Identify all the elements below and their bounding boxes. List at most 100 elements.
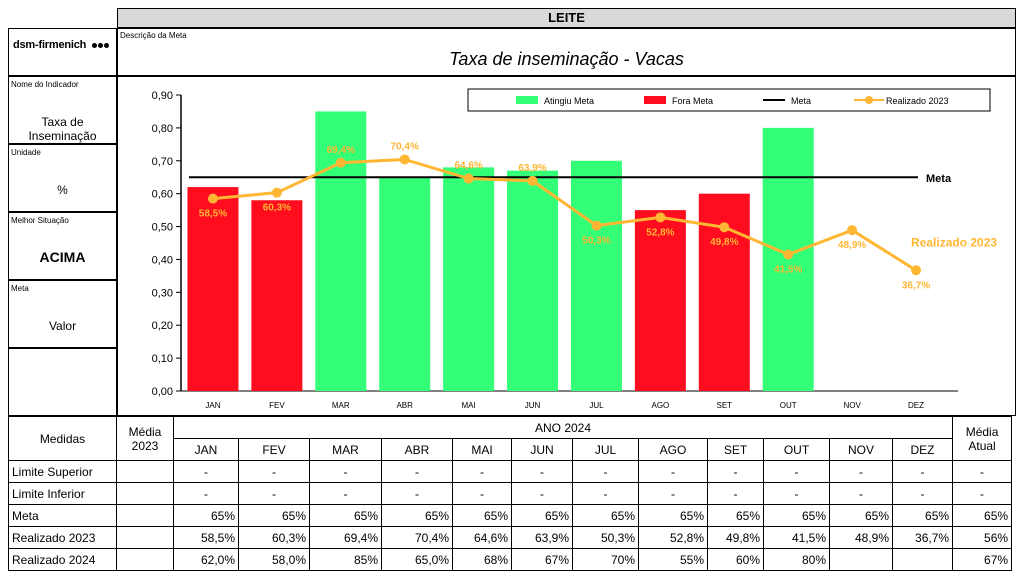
value-cell: - — [891, 460, 954, 483]
month-header: JAN — [173, 438, 239, 461]
current-avg-cell: - — [952, 460, 1013, 483]
value-cell: 70% — [572, 548, 639, 571]
value-cell: - — [511, 482, 573, 505]
realizado-data-label: 49,8% — [710, 237, 738, 248]
company-logo: dsm-firmenich — [8, 28, 117, 76]
side-empty-box — [8, 348, 117, 416]
legend-item-label: Atingiu Meta — [544, 96, 594, 106]
goal-description-title: Taxa de inseminação - Vacas — [449, 49, 684, 69]
value-cell: 65% — [452, 504, 512, 527]
best-situation-value: ACIMA — [39, 249, 86, 265]
row-label: Realizado 2023 — [8, 526, 117, 549]
unit-box: Unidade% — [8, 144, 117, 212]
value-cell: 65% — [511, 504, 573, 527]
logo-text: dsm-firmenich — [13, 39, 87, 51]
month-header: FEV — [238, 438, 310, 461]
y-tick-label: 0,50 — [152, 222, 173, 234]
realizado-data-label: 63,9% — [518, 163, 546, 174]
realizado-2023-line — [212, 157, 917, 272]
y-tick-label: 0,90 — [152, 90, 173, 102]
bar-line-chart: 0,00 0,10 0,20 0,30 0,40 0,50 0,60 0,70 0,80 0,90… — [152, 88, 997, 410]
realizado-data-label: 50,3% — [582, 236, 610, 247]
unit-label: Unidade — [11, 148, 41, 157]
value-cell: 62,0% — [173, 548, 239, 571]
value-cell: - — [173, 482, 239, 505]
bar-abr — [379, 177, 431, 391]
value-cell: 80% — [763, 548, 830, 571]
table-row: Limite Inferior - - - - - - - - - - - - - — [8, 482, 1013, 505]
value-cell: - — [309, 482, 382, 505]
goal-box: Meta Valor — [8, 280, 117, 348]
value-cell: 65% — [238, 504, 310, 527]
value-cell: - — [381, 482, 453, 505]
value-cell: - — [511, 460, 573, 483]
measures-header: Medidas — [8, 416, 117, 461]
x-tick-label: MAI — [462, 401, 476, 410]
realizado-point — [719, 222, 730, 233]
realizado-point — [399, 154, 410, 165]
avg-2023-cell — [116, 504, 174, 527]
month-header: JUL — [572, 438, 639, 461]
bar-mai — [443, 167, 495, 391]
value-cell: - — [238, 482, 310, 505]
row-label: Limite Superior — [8, 460, 117, 483]
value-cell: - — [891, 482, 954, 505]
y-tick-label: 0,80 — [152, 123, 173, 135]
realizado-point — [911, 265, 922, 276]
legend-box — [467, 88, 991, 112]
y-tick-label: 0,30 — [152, 287, 173, 299]
month-header: DEZ — [891, 438, 954, 461]
x-tick-label: AGO — [651, 401, 669, 410]
goal-description-box: Descrição da Meta Taxa de inseminação - … — [117, 28, 1016, 76]
indicator-name-value: Taxa de Inseminação — [28, 115, 97, 143]
value-cell — [891, 548, 954, 571]
legend-marker — [865, 96, 873, 104]
current-avg-cell: - — [952, 482, 1013, 505]
realizado-point — [591, 220, 602, 231]
value-cell: 65% — [638, 504, 708, 527]
value-cell: 64,6% — [452, 526, 512, 549]
unit-value: % — [57, 183, 68, 197]
value-cell: - — [173, 460, 239, 483]
goal-label: Meta — [11, 284, 29, 293]
avg-2023-cell — [116, 482, 174, 505]
year-header: ANO 2024 — [172, 416, 954, 439]
month-header: AGO — [638, 438, 708, 461]
value-cell: 50,3% — [572, 526, 639, 549]
value-cell: 36,7% — [891, 526, 954, 549]
value-cell: - — [572, 482, 639, 505]
bar-fev — [251, 200, 303, 391]
avg-2023-cell — [116, 548, 174, 571]
value-cell: 60% — [707, 548, 764, 571]
realizado-point — [655, 212, 666, 223]
best-situation-box: Melhor Situação ACIMA — [8, 212, 117, 280]
realizado-data-label: 36,7% — [902, 280, 930, 291]
value-cell: 70,4% — [381, 526, 453, 549]
value-cell: - — [763, 482, 830, 505]
value-cell: 67% — [511, 548, 573, 571]
legend-item-label: Fora Meta — [672, 96, 713, 106]
bar-jun — [507, 170, 559, 391]
realizado-data-label: 41,5% — [774, 265, 802, 276]
x-tick-label: JUL — [589, 401, 604, 410]
bar-ago — [634, 210, 686, 391]
bar-jul — [570, 160, 622, 391]
table-row: Realizado 2023 58,5% 60,3% 69,4% 70,4% 64,6% 6… — [8, 526, 1013, 549]
value-cell: 65% — [829, 504, 893, 527]
best-situation-label: Melhor Situação — [11, 216, 69, 225]
month-header: JUN — [511, 438, 573, 461]
value-cell: 63,9% — [511, 526, 573, 549]
month-header: SET — [707, 438, 764, 461]
value-cell: - — [638, 482, 708, 505]
meta-line-label: Meta — [926, 173, 952, 185]
table-row: Limite Superior - - - - - - - - - - - - - — [8, 460, 1013, 483]
value-cell: 58,0% — [238, 548, 310, 571]
indicator-name-box: Nome do Indicador Taxa de Inseminação — [8, 76, 117, 144]
value-cell: 55% — [638, 548, 708, 571]
realizado-point — [527, 175, 538, 186]
table-row: Meta 65% 65% 65% 65% 65% 65% 65% 65% 65% 65% 65% 65%… — [8, 504, 1013, 527]
avg-2023-cell — [116, 460, 174, 483]
value-cell: - — [638, 460, 708, 483]
y-tick-label: 0,00 — [152, 386, 173, 398]
value-cell: 65% — [173, 504, 239, 527]
